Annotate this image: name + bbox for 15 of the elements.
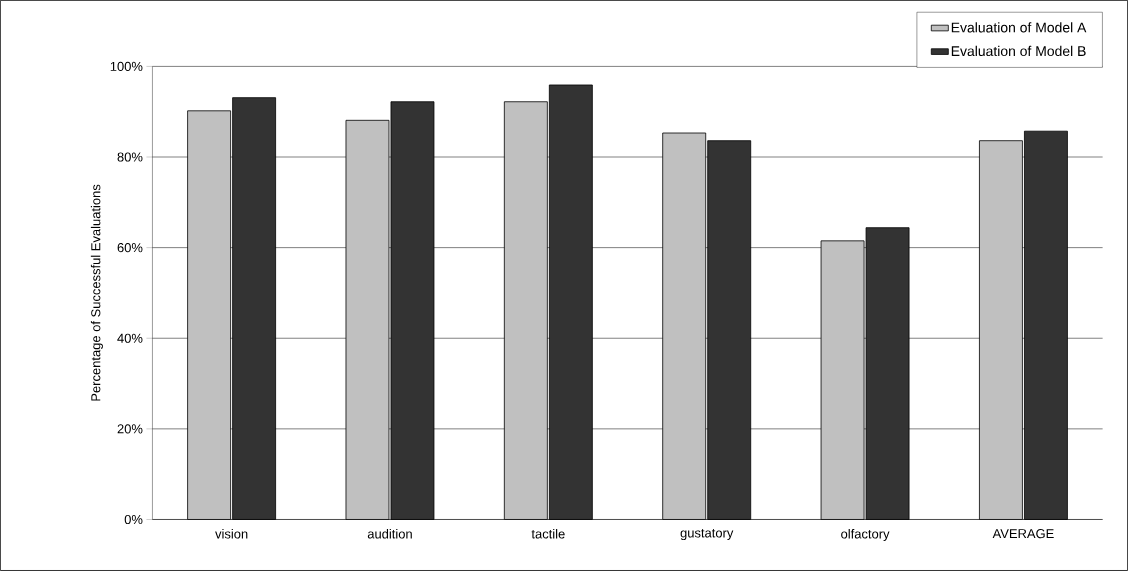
x-tick-label: vision bbox=[215, 529, 248, 539]
y-axis-title: Percentage of Successful Evaluations bbox=[90, 184, 103, 401]
y-tick-label: 40% bbox=[117, 333, 143, 343]
legend-label: Evaluation of Model A bbox=[951, 22, 1087, 33]
x-tick-label: olfactory bbox=[841, 529, 890, 542]
y-tick-label: 80% bbox=[117, 152, 143, 162]
x-tick-label: gustatory bbox=[680, 529, 734, 541]
x-tick-label: audition bbox=[367, 529, 412, 539]
y-tick-label: 60% bbox=[117, 243, 143, 253]
y-tick-label: 0% bbox=[124, 514, 143, 525]
y-tick-label: 20% bbox=[117, 424, 143, 434]
x-tick-label: tactile bbox=[531, 529, 565, 539]
x-tick-label: AVERAGE bbox=[992, 529, 1054, 539]
y-tick-label: 100% bbox=[110, 61, 143, 72]
legend-label: Evaluation of Model B bbox=[951, 45, 1086, 57]
